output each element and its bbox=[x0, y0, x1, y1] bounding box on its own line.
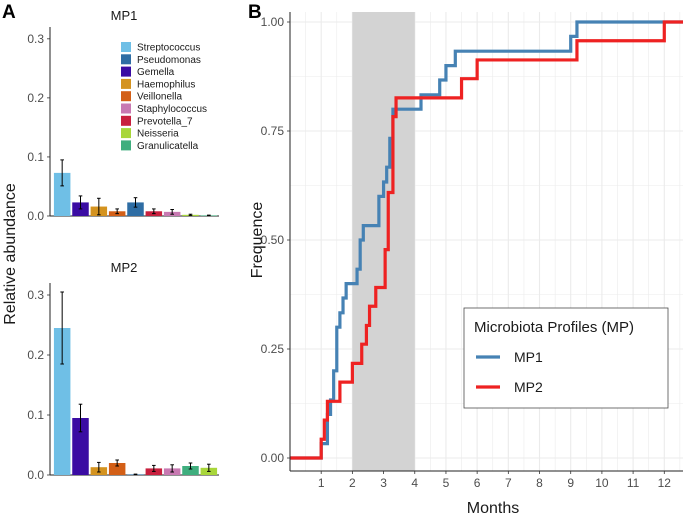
plot-b-xtick-label: 3 bbox=[380, 476, 387, 490]
plot-b-xtick-label: 12 bbox=[658, 476, 672, 490]
panel-a-label: A bbox=[2, 2, 16, 23]
legend-label-haemophilus: Haemophilus bbox=[137, 79, 195, 90]
legend-key-staphylococcus bbox=[121, 103, 131, 114]
legend-label-mp2: MP2 bbox=[514, 379, 543, 395]
cumulative-step-chart: 0.000.250.500.751.001 2 3 4 5 6 7 8 9 10 11 12 Micr… bbox=[261, 12, 683, 490]
mp2-bar-veillonella bbox=[108, 463, 126, 475]
legend-key-veillonella bbox=[121, 91, 131, 102]
plot-b-xtick-label: 5 bbox=[443, 476, 450, 490]
mp2-ytick-label: 0.2 bbox=[27, 348, 44, 362]
mp2-title: MP2 bbox=[111, 260, 138, 275]
series-line-mp2 bbox=[290, 20, 683, 460]
mp2-bar-granulicatella bbox=[182, 466, 199, 475]
plot-b-ytick-label: 1.00 bbox=[261, 15, 285, 29]
frequence-ylabel: Frequence bbox=[249, 202, 266, 279]
plot-b-axes: 0.000.250.500.751.001 2 3 4 5 6 7 8 9 10 11 12 bbox=[261, 12, 683, 490]
legend-label-mp1: MP1 bbox=[514, 349, 543, 365]
plot-b-ytick-label: 0.00 bbox=[261, 451, 285, 465]
mp1-ytick-label: 0.0 bbox=[27, 209, 44, 223]
legend-label-pseudomonas: Pseudomonas bbox=[137, 55, 201, 66]
legend-label-gemella: Gemella bbox=[137, 67, 175, 78]
mp1-bar-streptococcus bbox=[53, 172, 71, 216]
mp1-ytick-label: 0.2 bbox=[27, 91, 44, 105]
legend-label-neisseria: Neisseria bbox=[137, 129, 179, 140]
mp2-ytick-label: 0.3 bbox=[27, 288, 44, 302]
months-xlabel: Months bbox=[467, 500, 519, 517]
mp1-title: MP1 bbox=[111, 8, 138, 23]
mp1-ytick-label: 0.3 bbox=[27, 32, 44, 46]
legend-label-prevotella_7: Prevotella_7 bbox=[137, 116, 193, 127]
plot-b-xtick-label: 2 bbox=[349, 476, 356, 490]
legend-key-neisseria bbox=[121, 128, 131, 139]
plot-b-xtick-label: 10 bbox=[595, 476, 609, 490]
plot-b-ytick-label: 0.50 bbox=[261, 233, 285, 247]
mp1-ytick-label: 0.1 bbox=[27, 150, 44, 164]
plot-b-ytick-label: 0.75 bbox=[261, 124, 285, 138]
mp2-ytick-label: 0.1 bbox=[27, 408, 44, 422]
relative-abundance-ylabel: Relative abundance bbox=[2, 183, 19, 325]
legend-label-staphylococcus: Staphylococcus bbox=[137, 104, 207, 115]
legend-label-granulicatella: Granulicatella bbox=[137, 141, 199, 152]
plot-b-xtick-label: 4 bbox=[411, 476, 418, 490]
mp1-legend: StreptococcusPseudomonasGemellaHaemophil… bbox=[121, 42, 207, 152]
legend-key-streptococcus bbox=[121, 42, 131, 52]
mp2-bar-streptococcus bbox=[53, 328, 71, 475]
legend-key-pseudomonas bbox=[121, 54, 131, 65]
mp2-bar-chart: MP2 0.0 0.1 0.2 0.3 bbox=[27, 260, 219, 482]
plot-b-xtick-label: 6 bbox=[474, 476, 481, 490]
plot-b-legend: Microbiota Profiles (MP) MP1 MP2 bbox=[463, 307, 669, 409]
legend-label-streptococcus: Streptococcus bbox=[137, 43, 200, 54]
legend-key-gemella bbox=[121, 66, 131, 77]
series-line-mp1 bbox=[290, 20, 683, 460]
plot-b-xtick-label: 9 bbox=[567, 476, 574, 490]
plot-b-series bbox=[290, 20, 683, 460]
panel-b-label: B bbox=[248, 2, 262, 23]
legend-label-veillonella: Veillonella bbox=[137, 92, 182, 103]
mp2-bar-gemella bbox=[72, 418, 89, 475]
legend-title: Microbiota Profiles (MP) bbox=[474, 319, 634, 336]
legend-key-prevotella_7 bbox=[121, 115, 131, 126]
plot-b-xtick-label: 7 bbox=[505, 476, 512, 490]
legend-key-granulicatella bbox=[121, 140, 131, 151]
mp1-bars bbox=[53, 159, 218, 217]
legend-key-haemophilus bbox=[121, 78, 131, 89]
mp1-bar-pseudomonas bbox=[127, 202, 144, 216]
mp2-bars bbox=[53, 291, 218, 476]
mp1-bar-chart: MP1 0.0 0.1 0.2 0.3 StreptococcusPseudomona… bbox=[27, 8, 219, 223]
plot-b-xtick-label: 1 bbox=[318, 476, 325, 490]
mp2-ytick-label: 0.0 bbox=[27, 468, 44, 482]
plot-b-ytick-label: 0.25 bbox=[261, 342, 285, 356]
plot-b-xtick-label: 11 bbox=[627, 476, 640, 490]
plot-b-xtick-label: 8 bbox=[536, 476, 543, 490]
